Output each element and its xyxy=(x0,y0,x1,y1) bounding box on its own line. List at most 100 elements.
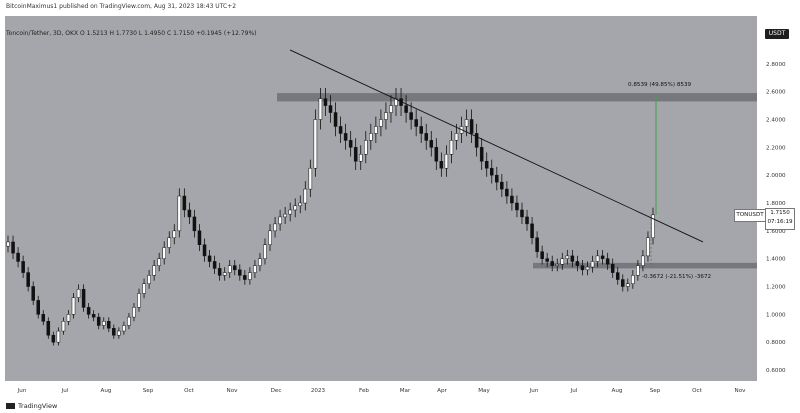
time-scale-label: Nov xyxy=(735,388,747,394)
descending-trendline xyxy=(289,49,704,243)
candle-body xyxy=(172,230,177,239)
time-scale-label: Apr xyxy=(437,388,447,394)
candle-body xyxy=(540,251,544,259)
time-scale-label: Feb xyxy=(359,388,369,394)
candle-body xyxy=(207,255,212,262)
candle-body xyxy=(101,321,106,326)
candle-body xyxy=(323,98,328,106)
candle-body xyxy=(91,314,96,318)
candle-body xyxy=(16,252,20,262)
candle-body xyxy=(177,195,182,232)
candle-body xyxy=(212,261,217,269)
candle-body xyxy=(147,275,151,284)
time-scale-label: Oct xyxy=(184,388,194,394)
candle-body xyxy=(364,140,368,155)
candle-body xyxy=(585,266,590,271)
candle-body xyxy=(353,147,358,162)
publish-header: BitcoinMaximus1 published on TradingView… xyxy=(0,0,800,14)
candle-body xyxy=(333,112,338,127)
candle-body xyxy=(197,230,202,245)
time-scale-label: Aug xyxy=(101,388,112,394)
candle-body xyxy=(369,133,373,141)
candle-body xyxy=(66,314,71,322)
price-scale-label: 2.6000 xyxy=(766,90,786,96)
candle-body xyxy=(248,272,252,280)
candle-body xyxy=(127,316,131,326)
candle-body xyxy=(31,286,35,301)
time-scale-label: Sep xyxy=(650,388,661,394)
candle-body xyxy=(636,265,640,276)
candle-body xyxy=(510,195,514,204)
candle-body xyxy=(489,167,494,176)
price-scale-label: 1.6000 xyxy=(766,229,786,235)
candle-body xyxy=(227,265,232,273)
candle-body xyxy=(142,283,146,294)
candle-body xyxy=(595,255,600,262)
price-scale-label: 1.0000 xyxy=(766,312,786,318)
candle-body xyxy=(474,133,479,148)
publisher-text: BitcoinMaximus1 published on TradingView… xyxy=(6,3,237,10)
footer: TradingView xyxy=(0,398,800,413)
candle-body xyxy=(243,275,247,280)
candle-body xyxy=(86,307,91,315)
chart-panel[interactable]: 3.00002.80002.60002.40002.20002.00001.80… xyxy=(0,14,800,398)
candle-body xyxy=(590,261,595,268)
candle-body xyxy=(293,205,297,211)
bottom-measure-label: -0.3672 (-21.51%) -3672 xyxy=(642,274,712,280)
candle-body xyxy=(621,279,625,287)
time-scale-label: Sep xyxy=(143,388,154,394)
candle-body xyxy=(454,133,459,141)
candle-body xyxy=(26,272,30,287)
candle-body xyxy=(449,140,454,155)
candle-body xyxy=(167,237,172,248)
price-axis-background xyxy=(757,14,800,398)
price-scale-label: 2.0000 xyxy=(766,173,786,179)
candle-body xyxy=(21,261,25,273)
candle-body xyxy=(500,181,504,190)
time-scale-label: Mar xyxy=(400,388,411,394)
candle-body xyxy=(202,244,207,257)
candle-body xyxy=(505,188,509,197)
candle-body xyxy=(610,263,615,273)
candle-body xyxy=(424,133,429,141)
candle-body xyxy=(560,258,565,265)
symbol-ohlc-line: Toncoin/Tether, 3D, OKX O 1.5213 H 1.773… xyxy=(6,30,257,37)
candle-body xyxy=(122,325,126,332)
tradingview-logo[interactable]: TradingView xyxy=(6,402,57,410)
candle-body xyxy=(439,161,444,169)
candle-body xyxy=(308,167,313,190)
candle-body xyxy=(464,119,469,127)
candle-body xyxy=(182,195,187,211)
resistance-zone xyxy=(277,93,757,102)
candle-body xyxy=(626,283,630,287)
candle-body xyxy=(268,230,272,245)
candle-body xyxy=(520,209,524,218)
price-scale-label: 0.8000 xyxy=(766,340,786,346)
price-scale-label: 0.6000 xyxy=(766,368,786,374)
candle-body xyxy=(258,258,262,266)
tradingview-logo-icon xyxy=(6,403,15,409)
candle-body xyxy=(343,133,348,141)
candle-body xyxy=(404,105,408,113)
candle-body xyxy=(192,216,197,232)
time-scale-label: Jun xyxy=(17,388,27,394)
candle-body xyxy=(545,258,549,262)
candle-body xyxy=(263,244,267,259)
plot-background xyxy=(5,16,757,381)
candle-body xyxy=(615,272,620,280)
candle-body xyxy=(157,258,161,266)
currency-label[interactable]: USDT xyxy=(765,29,789,39)
price-scale-label: 1.2000 xyxy=(766,285,786,291)
candle-body xyxy=(217,268,222,276)
candle-body xyxy=(434,147,439,162)
time-scale-label: 2023 xyxy=(311,388,326,394)
candle-body xyxy=(117,330,121,336)
candle-body xyxy=(338,126,343,134)
candle-body xyxy=(96,316,101,326)
candle-body xyxy=(409,112,413,120)
price-scale-label: 1.4000 xyxy=(766,257,786,263)
candle-body xyxy=(81,289,86,308)
candle-body xyxy=(429,140,434,148)
chart-canvas[interactable]: 3.00002.80002.60002.40002.20002.00001.80… xyxy=(0,14,800,398)
candle-body xyxy=(328,105,333,113)
